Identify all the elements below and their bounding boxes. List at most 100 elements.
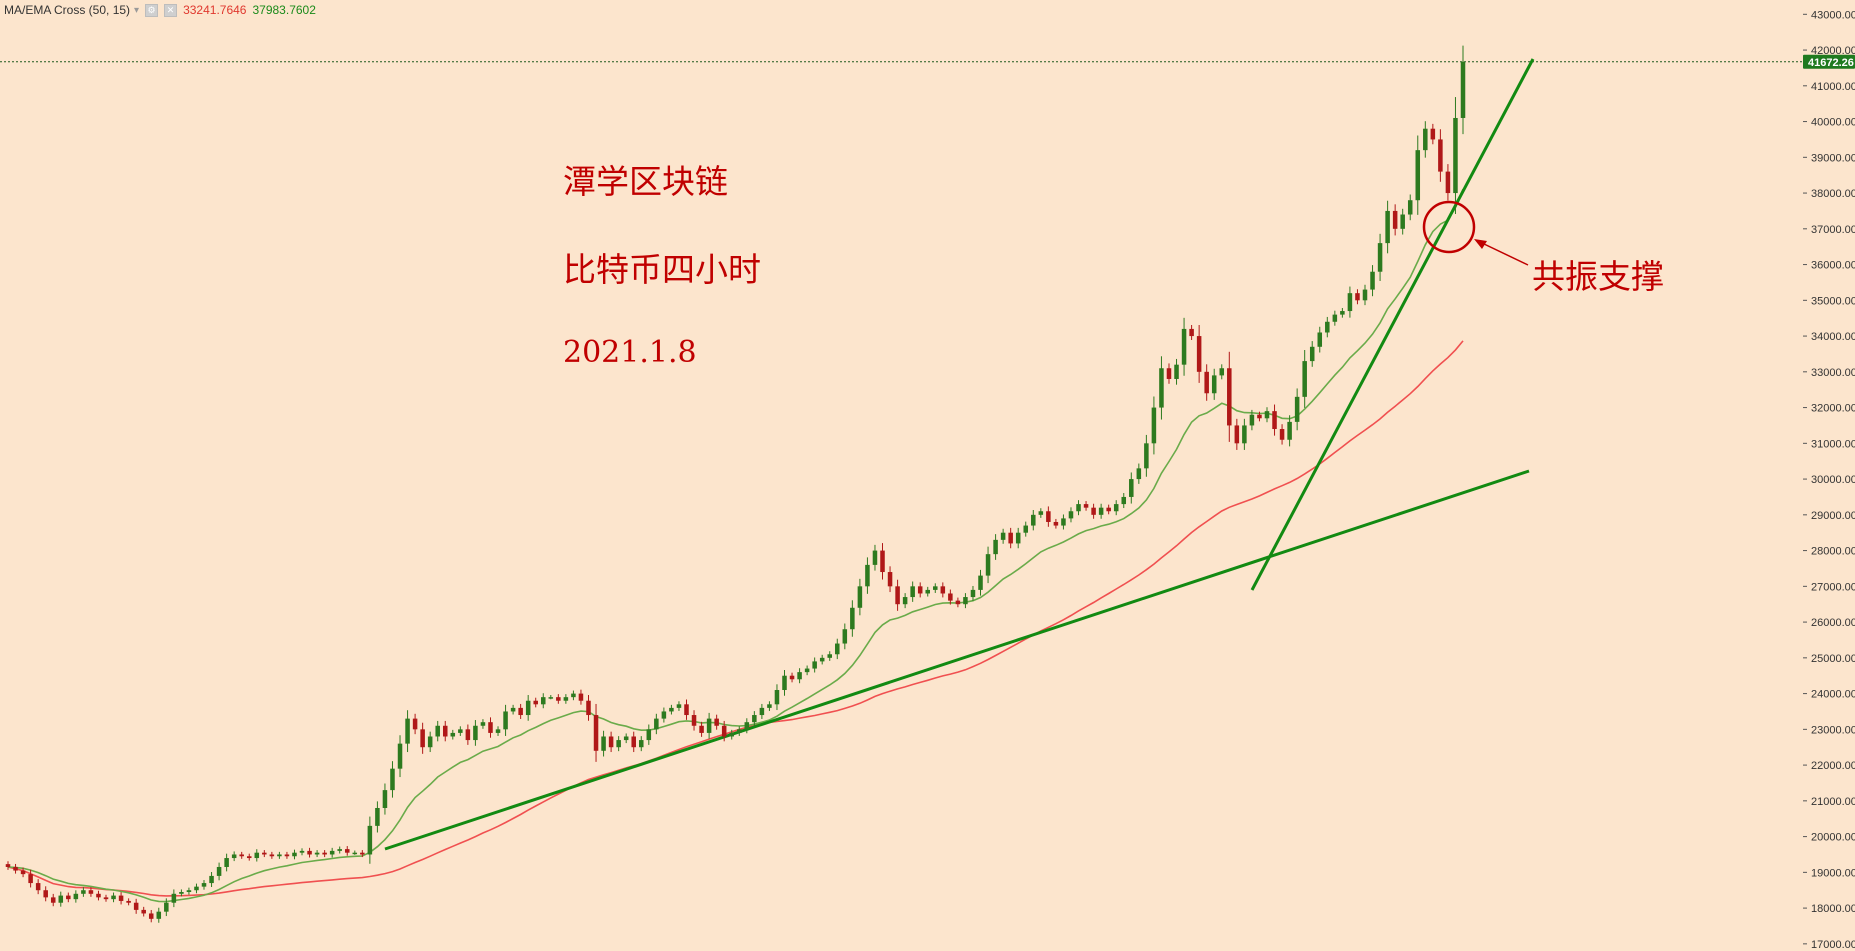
candle-body [933, 586, 938, 590]
candle-body [1423, 128, 1428, 151]
candle-body [767, 704, 772, 708]
candle-body [586, 700, 591, 716]
candle-body [375, 807, 380, 826]
candle-body [473, 725, 478, 741]
candle-body [254, 852, 260, 859]
candle-body [1174, 364, 1179, 379]
candle-body [1370, 271, 1375, 290]
y-tick-label: 25000.00 [1811, 653, 1855, 665]
candle-body [1317, 332, 1323, 347]
candle-body [842, 629, 848, 644]
candle-body [1264, 411, 1270, 419]
candle-body [427, 736, 433, 748]
candle-body [1023, 525, 1029, 533]
candle-body [639, 740, 644, 748]
gear-icon[interactable]: ⚙ [145, 3, 159, 17]
candle-body [1249, 414, 1255, 426]
y-tick-label: 27000.00 [1811, 581, 1855, 593]
price-axis-background [1803, 0, 1855, 951]
candle-body [164, 902, 169, 912]
candle-body [774, 690, 780, 705]
candle-body [1392, 210, 1398, 229]
annotation-title: 潭学区块链 [563, 162, 728, 201]
candle-body [1302, 361, 1307, 397]
candle-body [1377, 243, 1383, 272]
y-tick-label: 21000.00 [1811, 796, 1855, 808]
y-tick-label: 33000.00 [1811, 367, 1855, 379]
callout-arrow-line [1481, 242, 1529, 266]
candle-body [1008, 532, 1013, 544]
candle-body [88, 890, 94, 894]
candle-body [269, 854, 275, 857]
candle-body [360, 852, 365, 855]
candle-body [337, 849, 342, 851]
candle-body [797, 672, 802, 680]
callout-arrow-head [1474, 239, 1487, 249]
candle-body [1038, 511, 1044, 515]
candle-body [1121, 496, 1127, 505]
candle-body [141, 909, 146, 914]
candle-body [1091, 507, 1096, 515]
candle-body [126, 900, 131, 903]
ema15-value: 37983.7602 [252, 3, 316, 17]
chevron-down-icon[interactable]: ▾ [134, 4, 140, 16]
candle-body [465, 729, 471, 741]
y-tick-label: 29000.00 [1811, 510, 1855, 522]
candle-body [73, 893, 79, 900]
candle-body [1453, 117, 1458, 194]
candle-body [156, 911, 162, 919]
y-tick-label: 20000.00 [1811, 832, 1855, 844]
y-tick-label: 23000.00 [1811, 724, 1855, 736]
candle-body [450, 732, 456, 737]
candle-body [1219, 368, 1225, 376]
candle-body [148, 913, 154, 919]
candle-body [1061, 518, 1066, 526]
annotation-subtitle: 比特币四小时 [563, 250, 761, 289]
candle-body [322, 852, 327, 855]
candle-body [28, 874, 33, 884]
y-tick-label: 40000.00 [1811, 117, 1855, 129]
indicator-legend: MA/EMA Cross (50, 15) ▾ ⚙ ✕ 33241.7646 3… [4, 3, 316, 17]
candle-body [571, 693, 576, 698]
candle-body [307, 850, 312, 855]
candle-body [1196, 336, 1202, 372]
last-price-label: 41672.26 [1808, 57, 1854, 69]
candle-body [714, 718, 719, 726]
price-axis[interactable]: 43000.00 42000.00 41000.00 40000.00 39000.00… [1803, 0, 1855, 951]
moving-average-lines [7, 188, 1464, 903]
candle-body [314, 852, 320, 855]
candle-body [593, 715, 599, 751]
candle-body [1046, 511, 1051, 522]
last-price-tag: 41672.26 [1803, 54, 1855, 69]
candle-body [201, 883, 207, 887]
candle-body [35, 883, 41, 891]
candle-body [1068, 511, 1074, 519]
candle-body [850, 607, 855, 630]
candle-body [782, 675, 787, 691]
candle-body [789, 675, 795, 680]
candle-body [1355, 293, 1360, 301]
candle-body [706, 718, 712, 733]
candle-body [1053, 521, 1059, 526]
ma50-value: 33241.7646 [183, 3, 247, 17]
candle-body [865, 564, 870, 587]
candle-body [58, 895, 64, 903]
indicator-name[interactable]: MA/EMA Cross (50, 15) [4, 3, 131, 17]
candle-body [1362, 289, 1368, 301]
candle-body [948, 593, 953, 601]
candle-body [1136, 468, 1142, 480]
close-icon[interactable]: ✕ [164, 3, 178, 17]
candle-body [699, 725, 704, 733]
candle-body [231, 854, 237, 859]
candle-body [111, 895, 116, 900]
ema15-line [7, 188, 1464, 903]
candle-body [1113, 504, 1119, 512]
candle-body [5, 864, 11, 867]
candle-body [81, 890, 86, 894]
candle-body [194, 886, 199, 891]
trendline-steep [1250, 58, 1535, 591]
candle-body [96, 893, 101, 898]
candle-body [608, 736, 614, 748]
